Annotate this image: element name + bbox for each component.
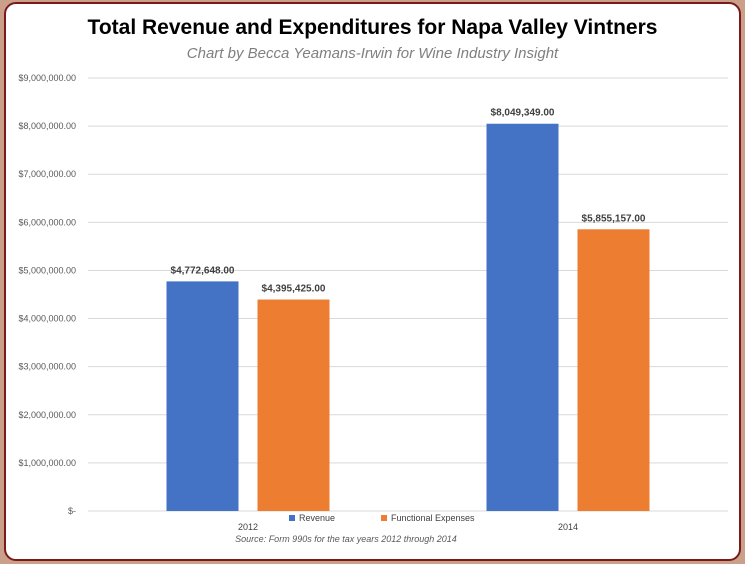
- y-tick-label: $7,000,000.00: [18, 169, 76, 179]
- y-tick-label: $9,000,000.00: [18, 73, 76, 83]
- y-tick-label: $6,000,000.00: [18, 217, 76, 227]
- chart-frame: Total Revenue and Expenditures for Napa …: [4, 2, 741, 561]
- chart-title: Total Revenue and Expenditures for Napa …: [87, 16, 658, 39]
- legend-label: Revenue: [299, 513, 335, 523]
- bar-chart: $- $1,000,000.00 $2,000,000.00 $3,000,000.0…: [18, 73, 728, 532]
- y-tick-label: $4,000,000.00: [18, 314, 76, 324]
- legend-swatch-functional-expenses: [381, 515, 387, 521]
- y-tick-label: $1,000,000.00: [18, 458, 76, 468]
- legend-swatch-revenue: [289, 515, 295, 521]
- bar-functional-expenses-2014: [577, 229, 650, 512]
- bar-revenue-2012: [166, 281, 239, 511]
- chart-source: Source: Form 990s for the tax years 2012…: [235, 534, 457, 544]
- legend-label: Functional Expenses: [391, 513, 475, 523]
- data-label: $5,855,157.00: [582, 213, 646, 224]
- y-tick-label: $2,000,000.00: [18, 410, 76, 420]
- y-tick-label: $-: [68, 506, 76, 516]
- x-tick-label: 2012: [238, 522, 258, 532]
- y-tick-label: $3,000,000.00: [18, 362, 76, 372]
- data-label: $8,049,349.00: [491, 108, 555, 119]
- x-tick-label: 2014: [558, 522, 578, 532]
- y-tick-label: $8,000,000.00: [18, 121, 76, 131]
- data-label: $4,772,648.00: [171, 265, 235, 276]
- chart-subtitle: Chart by Becca Yeamans-Irwin for Wine In…: [186, 45, 559, 62]
- data-label: $4,395,425.00: [262, 284, 326, 295]
- y-tick-label: $5,000,000.00: [18, 265, 76, 275]
- bar-revenue-2014: [486, 123, 559, 511]
- bar-functional-expenses-2012: [257, 299, 330, 511]
